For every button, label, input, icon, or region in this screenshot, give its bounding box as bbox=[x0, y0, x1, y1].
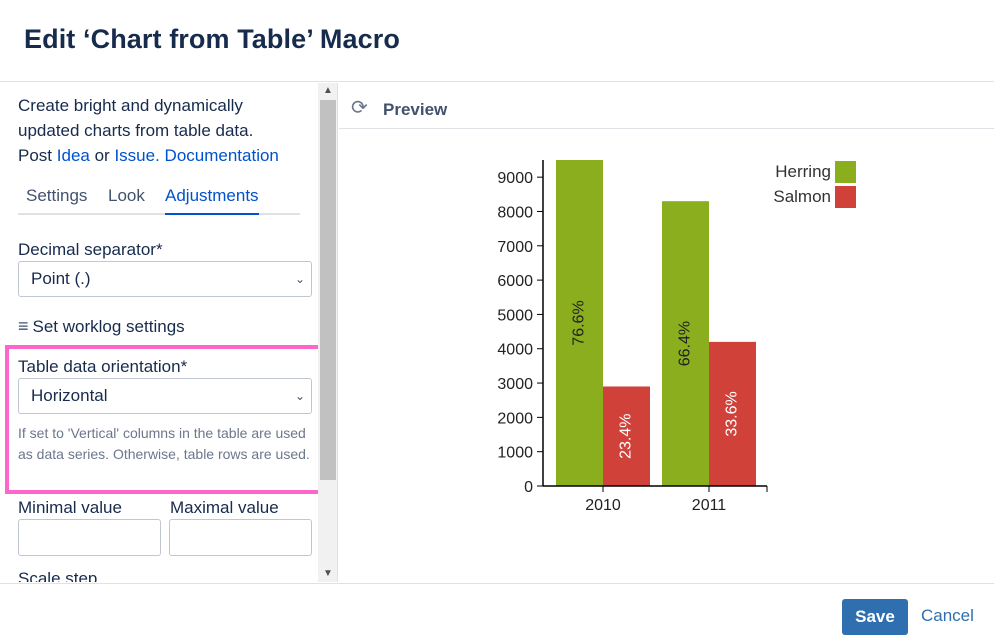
bar-salmon-2011 bbox=[709, 341, 756, 486]
scroll-thumb[interactable] bbox=[320, 100, 336, 480]
y-tick-label: 0 bbox=[524, 479, 533, 496]
y-tick-label: 4000 bbox=[497, 342, 533, 359]
bar-chart: 0 1000 2000 3000 4000 5000 6000 7000 8000 9000 76.… bbox=[497, 160, 856, 514]
maximal-value-input[interactable] bbox=[169, 519, 312, 556]
x-tick-label: 2011 bbox=[692, 497, 727, 514]
cancel-button[interactable]: Cancel bbox=[921, 606, 974, 625]
y-tick-label: 5000 bbox=[497, 307, 533, 324]
data-label: 76.6% bbox=[571, 300, 588, 345]
decimal-separator-label: Decimal separator* bbox=[18, 240, 163, 259]
issue-link[interactable]: Issue. bbox=[114, 146, 160, 165]
worklog-settings-toggle[interactable]: ≡ Set worklog settings bbox=[18, 316, 185, 337]
idea-link[interactable]: Idea bbox=[56, 146, 90, 165]
orientation-help-text: If set to 'Vertical' columns in the tabl… bbox=[18, 425, 310, 462]
legend-label: Herring bbox=[775, 162, 831, 181]
post-prefix: Post bbox=[18, 146, 53, 165]
legend-label: Salmon bbox=[773, 187, 831, 206]
y-tick-label: 6000 bbox=[497, 273, 533, 290]
dialog-title: Edit ‘Chart from Table’ Macro bbox=[24, 24, 400, 54]
description-text: Create bright and dynamically updated ch… bbox=[18, 96, 254, 140]
maximal-value-label: Maximal value bbox=[170, 498, 279, 517]
bar-herring-2010 bbox=[556, 160, 603, 486]
chevron-down-icon: ⌄ bbox=[294, 272, 305, 286]
data-label: 33.6% bbox=[724, 391, 741, 436]
scroll-up-icon[interactable]: ▲ bbox=[323, 85, 333, 96]
tab-settings[interactable]: Settings bbox=[26, 186, 88, 205]
decimal-separator-value: Point (.) bbox=[31, 269, 91, 288]
bar-herring-2011 bbox=[662, 201, 709, 486]
orientation-value: Horizontal bbox=[31, 386, 108, 405]
dialog-header: Edit ‘Chart from Table’ Macro bbox=[0, 0, 994, 82]
hamburger-icon: ≡ bbox=[18, 316, 29, 336]
orientation-label: Table data orientation* bbox=[18, 357, 188, 376]
y-tick-label: 2000 bbox=[497, 410, 533, 427]
save-button[interactable]: Save bbox=[842, 599, 908, 635]
minimal-value-label: Minimal value bbox=[18, 498, 122, 517]
macro-description: Create bright and dynamically updated ch… bbox=[18, 93, 308, 168]
preview-title: Preview bbox=[383, 100, 448, 119]
settings-tabs: Settings Look Adjustments bbox=[18, 185, 300, 215]
documentation-link[interactable]: Documentation bbox=[164, 146, 279, 165]
tab-look[interactable]: Look bbox=[108, 186, 145, 205]
y-tick-label: 9000 bbox=[497, 170, 533, 187]
y-tick-label: 7000 bbox=[497, 239, 533, 256]
tab-adjustments[interactable]: Adjustments bbox=[165, 185, 259, 215]
y-tick-label: 8000 bbox=[497, 204, 533, 221]
chevron-down-icon: ⌄ bbox=[294, 389, 305, 403]
refresh-icon[interactable]: ⟳ bbox=[351, 97, 368, 119]
scroll-down-icon[interactable]: ▼ bbox=[323, 568, 333, 579]
orientation-select[interactable]: Horizontal ⌄ bbox=[18, 378, 312, 414]
legend-swatch bbox=[835, 186, 856, 208]
data-label: 66.4% bbox=[677, 321, 694, 366]
data-label: 23.4% bbox=[618, 414, 635, 459]
preview-panel: ⟳ Preview 0 1000 2000 3000 4000 5000 6000 7000 8… bbox=[339, 83, 994, 582]
minimal-value-input[interactable] bbox=[18, 519, 161, 556]
decimal-separator-select[interactable]: Point (.) ⌄ bbox=[18, 261, 312, 297]
y-tick-label: 3000 bbox=[497, 376, 533, 393]
preview-header: ⟳ Preview bbox=[339, 83, 994, 129]
dialog-footer: Save Cancel bbox=[0, 583, 994, 644]
worklog-settings-label: Set worklog settings bbox=[32, 317, 185, 336]
legend-swatch bbox=[835, 161, 856, 183]
y-tick-label: 1000 bbox=[497, 445, 533, 462]
scale-step-label: Scale step bbox=[18, 569, 98, 582]
bar-salmon-2010 bbox=[603, 386, 650, 486]
x-tick-label: 2010 bbox=[585, 497, 621, 514]
settings-scrollbar[interactable]: ▲ ▼ bbox=[318, 83, 337, 582]
or-word: or bbox=[94, 146, 110, 165]
settings-panel: Create bright and dynamically updated ch… bbox=[0, 83, 338, 582]
